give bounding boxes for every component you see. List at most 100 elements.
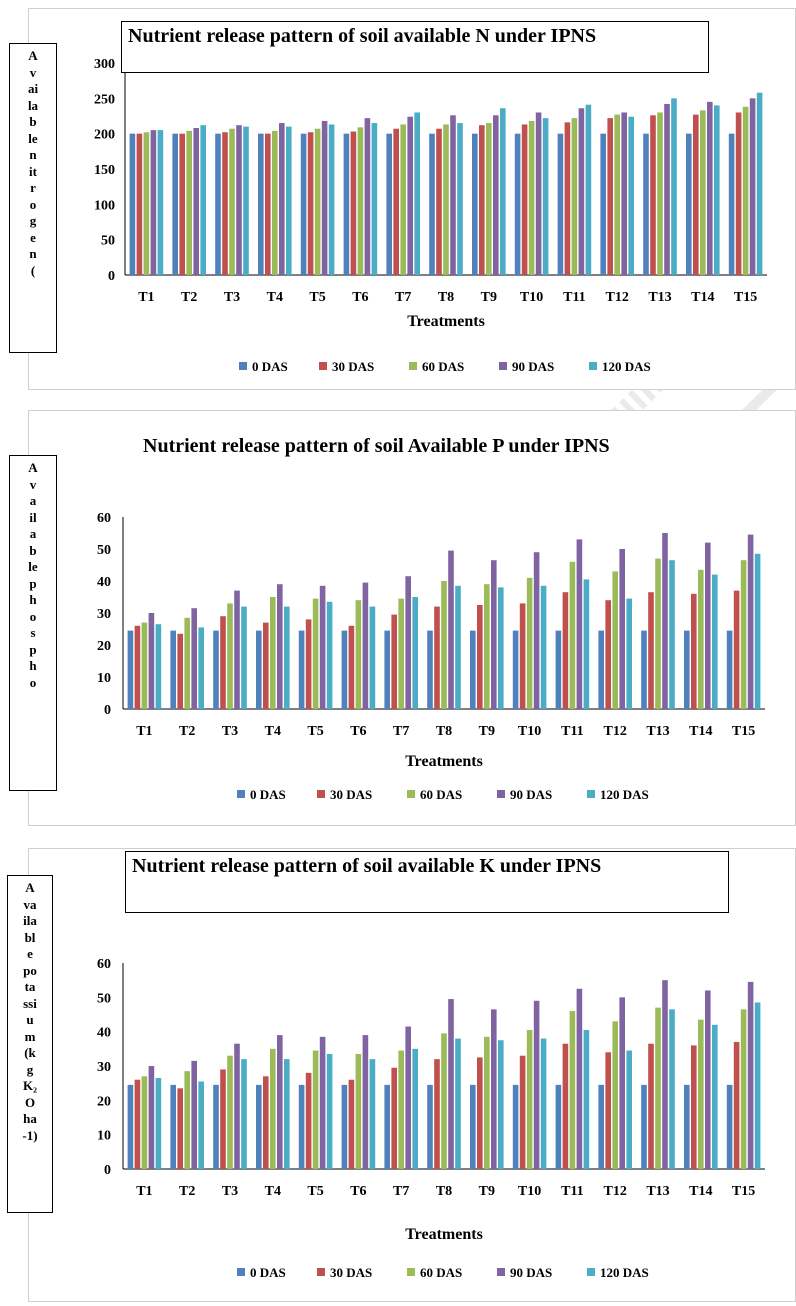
bar-0-das-t2 <box>172 133 178 275</box>
bar-0-das-t12 <box>600 133 606 275</box>
x-tick-label: T12 <box>606 290 629 305</box>
bar-0-das-t6 <box>343 133 350 275</box>
legend-label: 120 DAS <box>600 1265 649 1280</box>
legend-label: 0 DAS <box>250 1265 286 1280</box>
bar-120-das-t15 <box>754 1002 761 1169</box>
legend-swatch <box>239 362 247 370</box>
y-tick-label: 0 <box>104 1163 111 1178</box>
bar-60-das-t4 <box>270 1048 276 1169</box>
y-tick-label: 10 <box>97 671 111 686</box>
bar-120-das-t9 <box>498 1040 504 1169</box>
bar-0-das-t11 <box>557 133 564 275</box>
bar-120-das-t8 <box>455 1038 461 1169</box>
bar-90-das-t9 <box>491 1009 497 1169</box>
y-tick-label: 50 <box>101 234 115 249</box>
bar-90-das-t7 <box>407 116 413 275</box>
bar-0-das-t14 <box>684 630 690 709</box>
bar-0-das-t3 <box>213 1084 219 1169</box>
bar-0-das-t8 <box>429 133 435 275</box>
chart-phosphorus: 0 10 20 30 40 50 60 T1 T2 T3 T4 T5 T6 T7 T8 T9 T10 T11 T12… <box>97 511 765 802</box>
bar-120-das-t13 <box>669 560 675 709</box>
bar-30-das-t15 <box>735 112 742 275</box>
chart-title: Nutrient release pattern of soil availab… <box>125 851 729 913</box>
x-tick-label: T10 <box>518 724 541 739</box>
bar-30-das-t6 <box>348 1079 355 1169</box>
bar-30-das-t4 <box>263 622 269 709</box>
x-tick-label: T2 <box>179 724 195 739</box>
bar-90-das-t4 <box>279 123 285 275</box>
bar-0-das-t15 <box>728 133 735 275</box>
y-axis-label-fragment: o <box>29 608 37 624</box>
bar-30-das-t5 <box>305 1072 312 1169</box>
bar-30-das-t8 <box>436 128 442 275</box>
y-axis-label-fragment: la <box>27 97 39 113</box>
bar-30-das-t9 <box>479 125 485 275</box>
x-tick-label: T10 <box>520 290 543 305</box>
y-axis-label-fragment: v <box>29 476 37 492</box>
x-tick-label: T5 <box>307 724 323 739</box>
y-tick-label: 20 <box>97 1094 111 1109</box>
y-axis-label-fragment: g <box>29 213 37 228</box>
bar-0-das-t8 <box>427 630 433 709</box>
bar-30-das-t15 <box>733 1041 740 1169</box>
bar-90-das-t11 <box>576 988 583 1169</box>
x-tick-label: T7 <box>393 724 409 739</box>
legend-label: 60 DAS <box>420 1265 462 1280</box>
x-tick-label: T11 <box>561 724 584 739</box>
bar-60-das-t2 <box>186 130 192 275</box>
x-tick-label: T3 <box>224 290 240 305</box>
y-axis-label-fragment: m <box>24 1028 36 1044</box>
bar-120-das-t13 <box>669 1009 675 1169</box>
y-tick-label: 250 <box>94 92 115 107</box>
legend-label: 60 DAS <box>422 359 464 374</box>
bar-30-das-t15 <box>733 590 740 709</box>
x-axis-title: Treatments <box>407 313 485 330</box>
chart-panel-potassium: 0 10 20 30 40 50 60 T1 T2 T3 T4 T5 T6 T7 T8 T9 T10 T11 T12… <box>7 848 796 1302</box>
chart-potassium: 0 10 20 30 40 50 60 T1 T2 T3 T4 T5 T6 T7 T8 T9 T10 T11 T12… <box>97 957 765 1280</box>
bar-30-das-t3 <box>220 616 226 709</box>
bar-90-das-t3 <box>236 125 242 275</box>
bar-30-das-t1 <box>136 133 143 275</box>
y-axis-label-fragment: it <box>29 163 37 179</box>
bar-120-das-t8 <box>455 585 461 709</box>
y-tick-label: 60 <box>97 511 111 526</box>
bar-30-das-t7 <box>393 128 399 275</box>
bar-30-das-t14 <box>691 593 697 709</box>
y-tick-label: 50 <box>97 991 111 1006</box>
bar-90-das-t12 <box>619 997 625 1169</box>
bar-120-das-t5 <box>326 1053 333 1169</box>
bar-120-das-t1 <box>155 1078 162 1169</box>
x-tick-label: T4 <box>265 724 281 739</box>
x-tick-label: T7 <box>393 1184 409 1199</box>
bar-30-das-t3 <box>222 132 228 275</box>
bar-0-das-t2 <box>170 630 176 709</box>
bar-120-das-t8 <box>457 123 463 275</box>
bar-60-das-t7 <box>398 598 404 709</box>
bar-0-das-t7 <box>384 630 390 709</box>
bar-90-das-t1 <box>148 1066 155 1169</box>
bar-0-das-t4 <box>256 630 262 709</box>
bar-60-das-t14 <box>698 1019 704 1169</box>
bar-60-das-t5 <box>312 598 319 709</box>
bar-90-das-t2 <box>191 1060 197 1169</box>
bar-30-das-t12 <box>605 600 611 709</box>
y-axis-label-fragment: g <box>26 1061 34 1077</box>
chart-nitrogen: 0 50 100 150 200 250 300 T1 T2 T3 T4 T5 T6 T7 T8 T9 T10 T… <box>94 57 767 374</box>
bar-0-das-t9 <box>470 630 476 709</box>
bar-60-das-t2 <box>184 617 190 709</box>
bar-60-das-t5 <box>314 128 321 275</box>
bar-120-das-t2 <box>198 1081 204 1169</box>
x-axis-title: Treatments <box>405 1226 483 1243</box>
bar-90-das-t2 <box>191 608 197 709</box>
bar-120-das-t11 <box>583 1029 590 1169</box>
bar-0-das-t10 <box>512 1084 519 1169</box>
bar-60-das-t10 <box>526 1029 533 1169</box>
x-tick-label: T5 <box>307 1184 323 1199</box>
y-axis-label-fragment: b <box>29 114 37 129</box>
bar-90-das-t14 <box>705 990 711 1169</box>
y-tick-label: 300 <box>94 57 115 72</box>
x-tick-label: T6 <box>352 290 368 305</box>
bar-90-das-t12 <box>621 112 627 275</box>
bar-60-das-t9 <box>486 123 492 275</box>
bar-0-das-t7 <box>386 133 392 275</box>
